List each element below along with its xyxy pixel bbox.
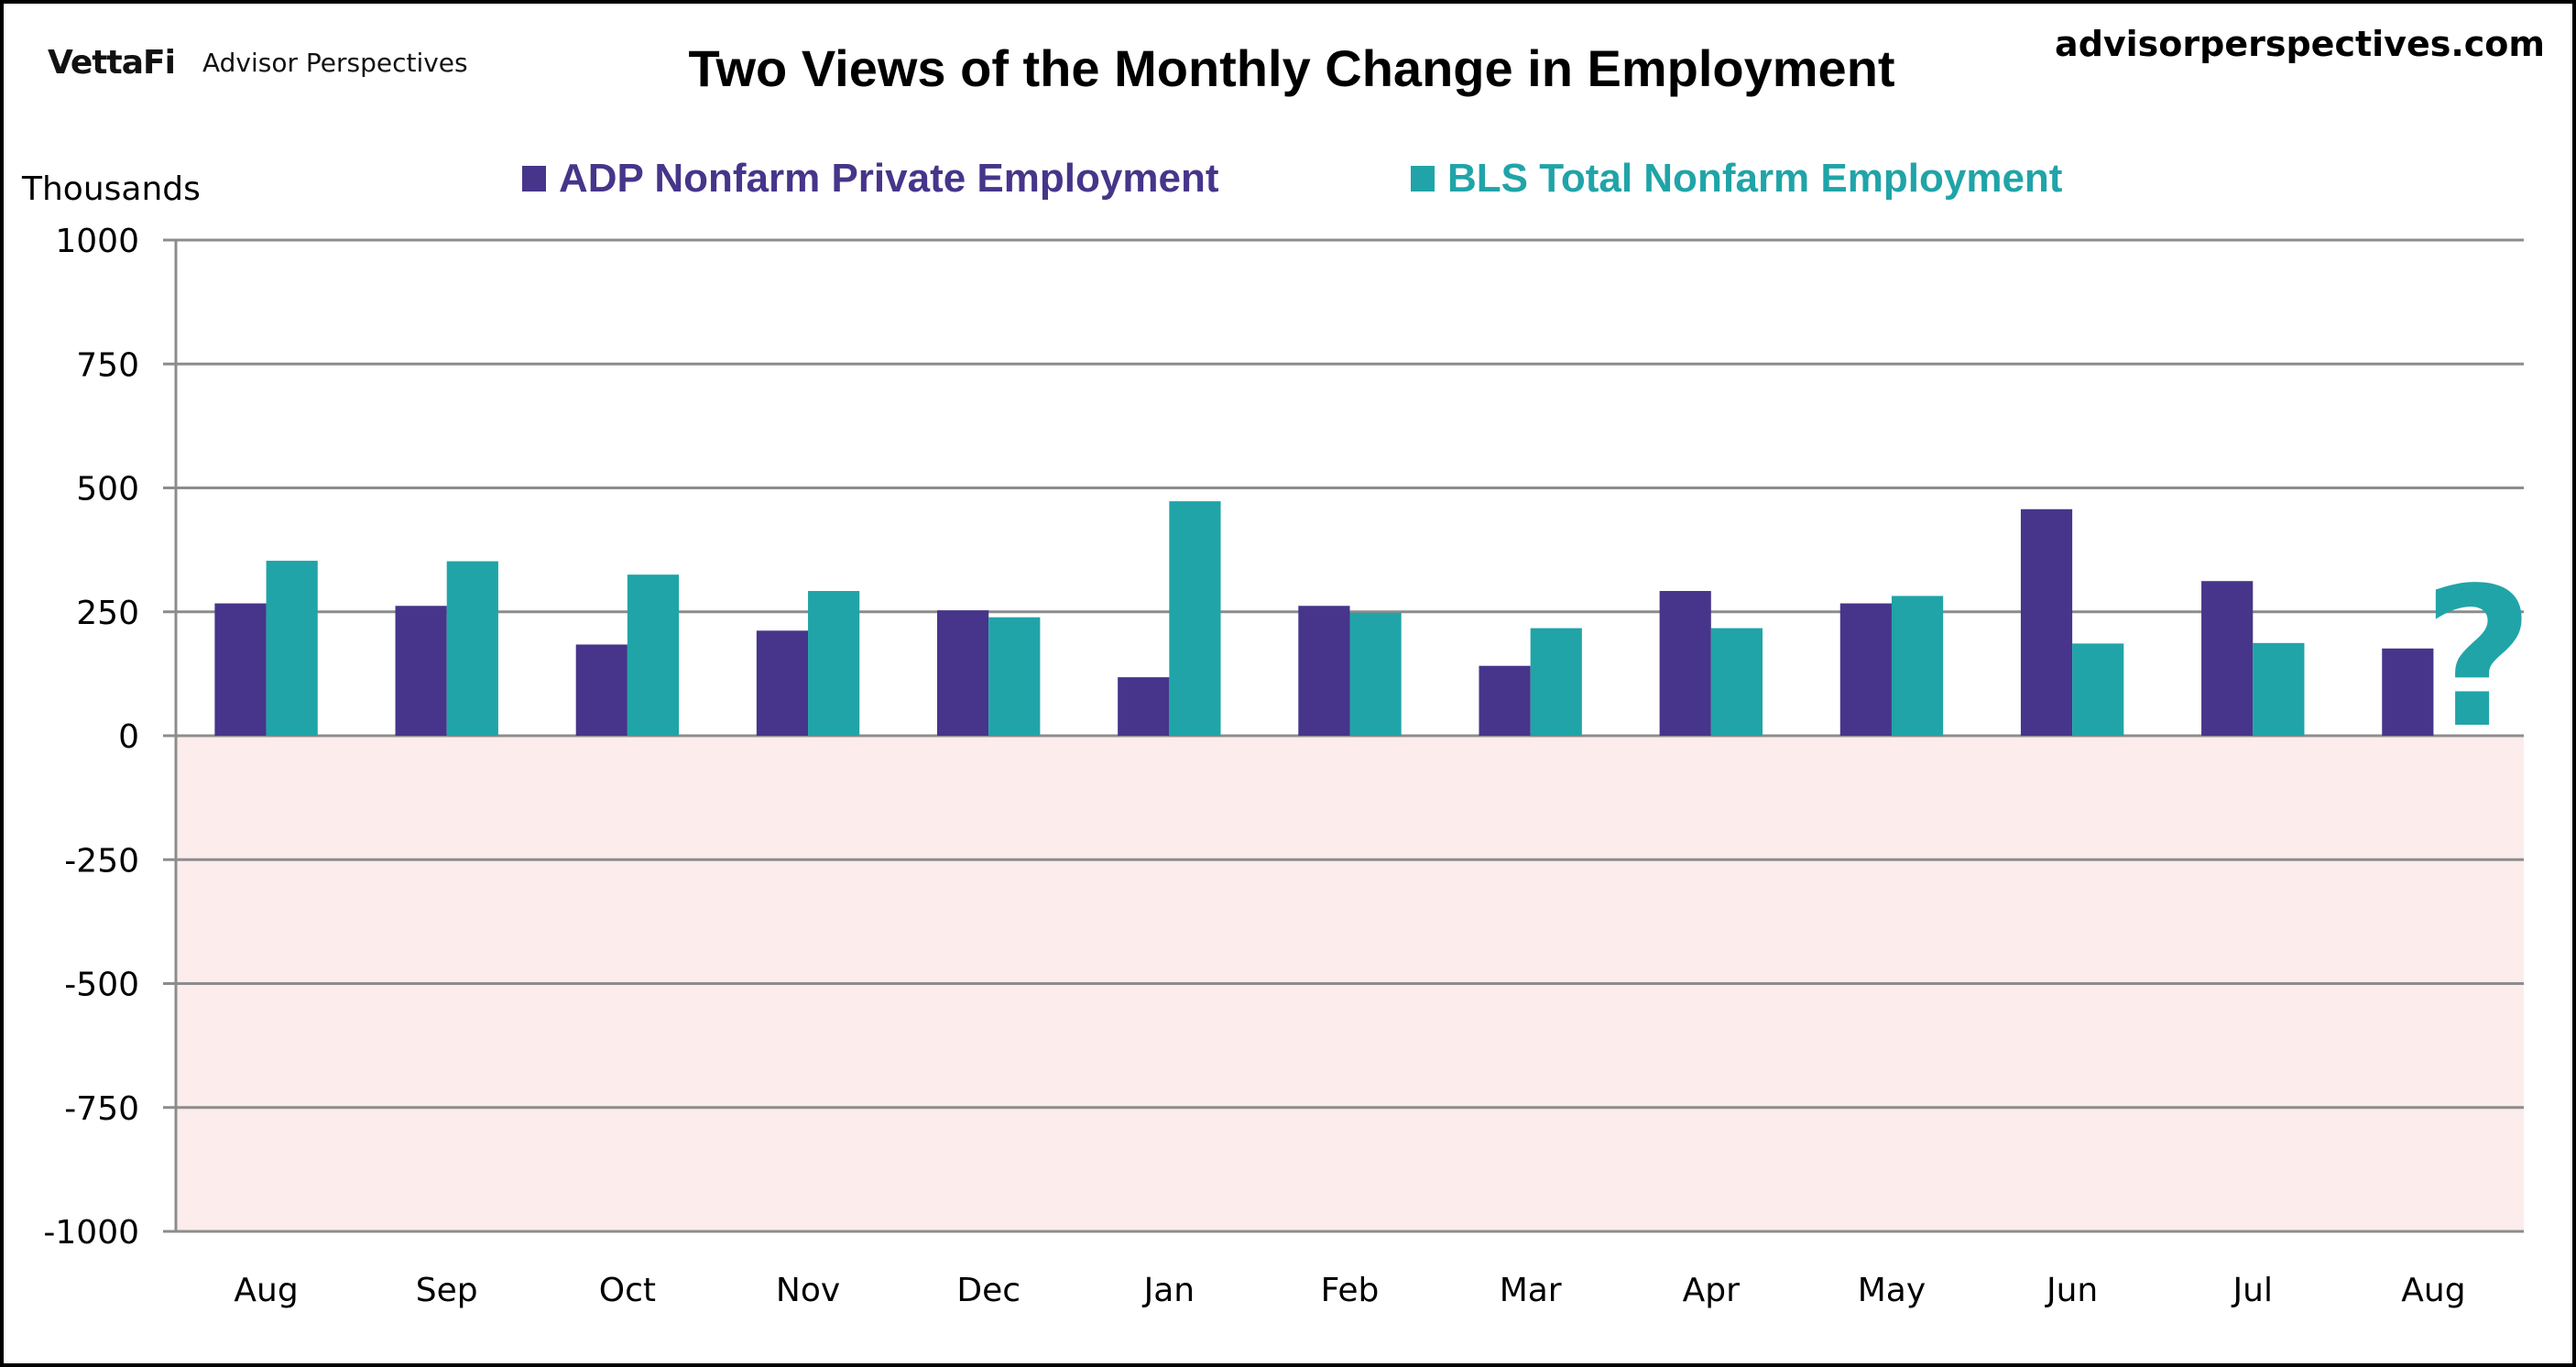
bar-bls — [988, 617, 1041, 736]
bar-adp — [756, 630, 809, 736]
legend-item-adp: ADP Nonfarm Private Employment — [522, 156, 1218, 202]
y-tick-label: 1000 — [55, 223, 139, 260]
site-url: advisorperspectives.com — [2055, 24, 2545, 64]
bar-adp — [2201, 581, 2254, 736]
x-tick-label: Aug — [234, 1272, 298, 1309]
bar-bls — [1530, 628, 1582, 736]
question-mark-annotation: ? — [2422, 546, 2534, 771]
bar-adp — [1298, 606, 1350, 736]
x-tick-label: Jul — [2232, 1272, 2273, 1309]
chart-title: Two Views of the Monthly Change in Emplo… — [688, 39, 1895, 97]
bar-adp — [937, 610, 989, 736]
legend-label-adp: ADP Nonfarm Private Employment — [559, 156, 1219, 201]
bar-adp — [2382, 648, 2434, 736]
bar-bls — [627, 574, 680, 736]
legend-item-bls: BLS Total Nonfarm Employment — [1411, 156, 2062, 202]
x-tick-label: Feb — [1321, 1272, 1380, 1309]
legend-swatch-adp — [522, 166, 546, 191]
x-tick-label: Oct — [599, 1272, 656, 1309]
legend-label-bls: BLS Total Nonfarm Employment — [1447, 156, 2063, 201]
bar-bls — [2253, 642, 2305, 736]
x-tick-label: Mar — [1500, 1272, 1562, 1309]
bar-bls — [1349, 612, 1402, 736]
legend-swatch-bls — [1411, 166, 1435, 191]
y-axis-label: Thousands — [22, 170, 201, 208]
bar-bls — [808, 591, 860, 736]
logo: VettaFi Advisor Perspectives — [48, 44, 468, 82]
y-tick-label: -750 — [64, 1090, 139, 1128]
x-tick-label: Dec — [956, 1272, 1021, 1309]
x-tick-label: May — [1858, 1272, 1926, 1309]
bar-bls — [266, 561, 318, 736]
bar-bls — [1169, 501, 1221, 736]
brand-name: Advisor Perspectives — [202, 48, 468, 78]
y-tick-label: -500 — [64, 967, 139, 1004]
x-tick-label: Jun — [2045, 1272, 2098, 1309]
bar-bls — [446, 561, 498, 736]
bar-adp — [1659, 591, 1711, 736]
bar-bls — [2072, 643, 2124, 736]
y-tick-label: 500 — [76, 471, 139, 509]
bar-adp — [395, 606, 447, 736]
x-tick-label: Nov — [776, 1272, 840, 1309]
x-tick-label: Aug — [2401, 1272, 2465, 1309]
bar-adp — [575, 644, 628, 736]
y-tick-label: -250 — [64, 842, 139, 880]
bar-bls — [1891, 596, 1944, 736]
y-tick-label: 250 — [76, 595, 139, 632]
bar-adp — [2020, 509, 2073, 736]
x-tick-label: Jan — [1142, 1272, 1195, 1309]
vettafi-logo: VettaFi — [48, 44, 176, 82]
y-tick-label: 750 — [76, 346, 139, 384]
bar-adp — [1479, 665, 1531, 736]
bar-adp — [214, 603, 267, 736]
y-tick-label: 0 — [118, 718, 139, 756]
x-tick-label: Apr — [1683, 1272, 1740, 1309]
x-tick-label: Sep — [416, 1272, 478, 1309]
bar-bls — [1710, 628, 1763, 736]
y-tick-label: -1000 — [43, 1214, 139, 1252]
bar-adp — [1118, 677, 1170, 736]
bar-adp — [1839, 603, 1892, 736]
bar-chart: 1000 750 500 250 0 -250 -500 -750 -1000 Aug Sep Oct… — [43, 223, 2534, 1309]
